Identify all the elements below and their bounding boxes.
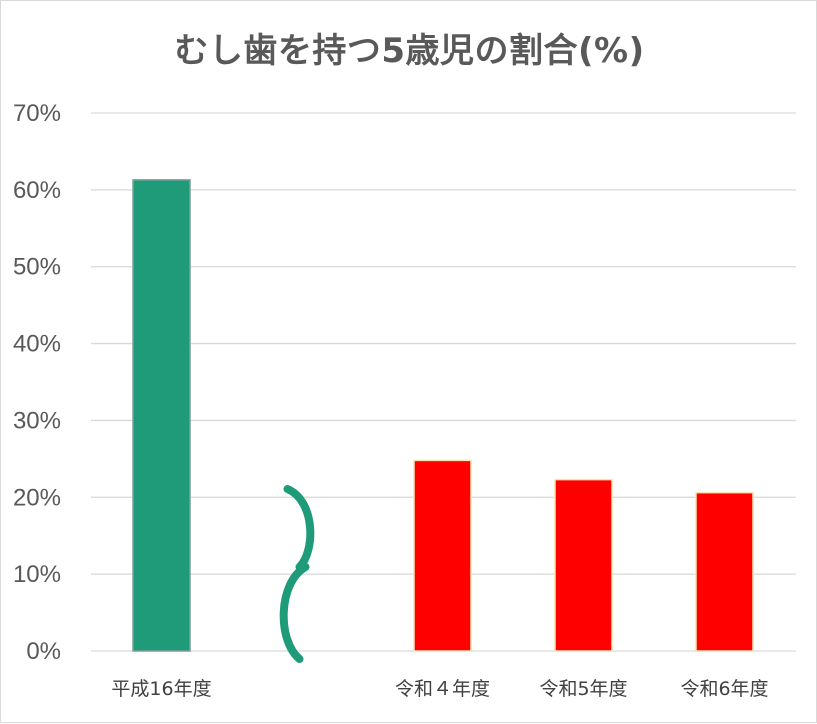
bar-3: [554, 478, 613, 652]
x-category-label: 令和5年度: [539, 678, 627, 700]
x-category-label: 令和４年度: [395, 678, 490, 700]
axis-break-marker: [279, 485, 315, 663]
y-tick-label: 10%: [13, 561, 61, 588]
chart-title: むし歯を持つ5歳児の割合(%): [174, 31, 645, 71]
y-tick-labels: 0% 10% 20% 30% 40% 50% 60% 70%: [13, 100, 61, 665]
bar-4: [695, 491, 754, 652]
x-category-label: 令和6年度: [680, 678, 768, 700]
y-tick-label: 70%: [13, 100, 61, 127]
bars: [132, 179, 754, 652]
y-tick-label: 0%: [26, 638, 61, 665]
x-category-labels: 平成16年度 令和４年度 令和5年度 令和6年度: [111, 678, 768, 700]
y-tick-label: 30%: [13, 407, 61, 434]
y-tick-label: 50%: [13, 254, 61, 281]
x-category-label: 平成16年度: [111, 678, 211, 700]
break-curve-upper: [283, 485, 315, 571]
bar-1: [132, 179, 191, 652]
y-tick-label: 60%: [13, 177, 61, 204]
break-curve-lower: [279, 563, 310, 663]
y-tick-label: 20%: [13, 484, 61, 511]
y-tick-label: 40%: [13, 331, 61, 358]
bar-2: [413, 459, 472, 652]
